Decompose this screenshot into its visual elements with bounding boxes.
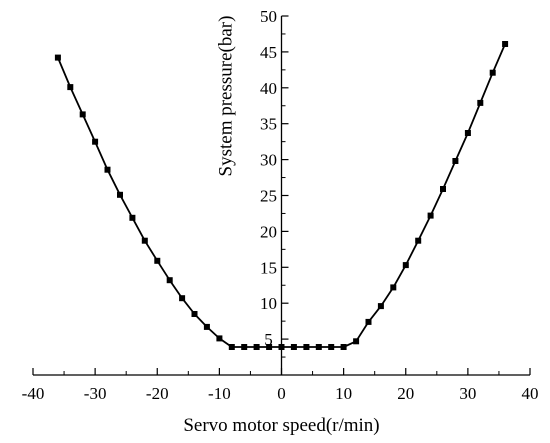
data-point: [141, 237, 148, 244]
y-tick-label: 35: [260, 115, 277, 134]
x-tick-label: 0: [277, 384, 286, 403]
data-point: [216, 335, 223, 342]
data-point: [328, 344, 335, 350]
y-tick-label: 15: [260, 258, 277, 277]
data-point: [477, 99, 484, 106]
data-point: [191, 311, 198, 317]
y-axis-title: System pressure(bar): [216, 16, 237, 177]
data-point: [129, 214, 136, 221]
data-point: [79, 111, 86, 118]
data-point: [117, 191, 123, 198]
tick-labels: -40 -30 -20 -10 0 10 20 30 40 5 10 15 20 25 30 35 40 45 50: [22, 7, 539, 403]
data-point: [179, 295, 186, 302]
data-point: [464, 130, 471, 136]
x-tick-label: -40: [22, 384, 45, 403]
x-tick-label: 10: [335, 384, 352, 403]
data-point: [502, 41, 509, 47]
data-point: [415, 237, 422, 244]
y-tick-label: 45: [260, 43, 277, 62]
y-tick-label: 50: [260, 7, 277, 26]
data-point: [228, 344, 235, 350]
tick-marks: [32, 15, 531, 375]
y-tick-label: 30: [260, 151, 277, 170]
x-tick-label: 20: [397, 384, 414, 403]
data-point: [166, 277, 173, 284]
data-point: [353, 338, 360, 345]
data-point: [452, 158, 459, 164]
x-tick-label: 30: [459, 384, 476, 403]
data-point: [315, 344, 322, 350]
y-tick-label: 25: [260, 187, 277, 206]
y-tick-label: 40: [260, 79, 277, 98]
data-point: [290, 344, 297, 350]
data-point: [104, 166, 111, 173]
y-tick-label: 20: [260, 222, 277, 241]
data-point: [440, 186, 446, 192]
data-point: [253, 344, 260, 350]
data-point: [489, 69, 496, 76]
data-point: [154, 257, 161, 264]
y-tick-label: 5: [264, 330, 273, 349]
data-point: [427, 212, 434, 219]
data-point: [303, 344, 310, 350]
data-point: [241, 344, 248, 350]
x-axis-title: Servo motor speed(r/min): [183, 415, 379, 436]
data-point: [278, 344, 285, 350]
data-point: [402, 262, 409, 269]
y-tick-label: 10: [260, 294, 277, 313]
data-point: [203, 323, 210, 330]
data-point: [365, 318, 372, 325]
x-tick-label: -20: [146, 384, 169, 403]
data-point: [390, 284, 397, 291]
x-tick-label: 40: [522, 384, 539, 403]
series-group: [54, 41, 509, 350]
data-point: [377, 303, 384, 310]
x-tick-label: -30: [84, 384, 107, 403]
data-point: [54, 54, 61, 61]
data-point: [92, 138, 99, 145]
data-point: [67, 84, 74, 91]
data-point: [266, 344, 273, 350]
x-tick-label: -10: [208, 384, 231, 403]
data-point: [340, 344, 347, 350]
